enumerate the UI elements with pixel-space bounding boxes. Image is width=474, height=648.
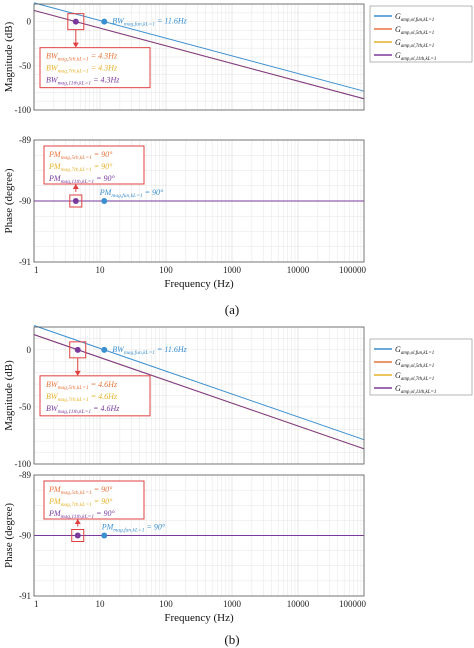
ph-ylabel: Phase (degree) [3, 503, 15, 568]
xtick-label: 10 [96, 599, 106, 609]
xlabel: Frequency (Hz) [164, 278, 234, 290]
ph-annotation-box [43, 480, 145, 520]
legend-entry-fun: Gamp,ol,fun,kL=1​ [395, 345, 434, 356]
ph-annotation-h7: PMmag,7th,kL=1​ = 90° [48, 162, 113, 173]
xtick-label: 10 [96, 265, 106, 275]
mag-ylabel: Magnitude (dB) [3, 21, 15, 92]
ph-ytick-label: -90 [19, 531, 31, 541]
xlabel: Frequency (Hz) [164, 612, 234, 624]
ph-ytick-label: -91 [19, 591, 31, 601]
mag-series-h11 [33, 9, 365, 100]
mag-annotation-h7: BWmag,7th,kL=1​ = 4.3Hz [46, 64, 118, 75]
legend-entry-h7: Gamp,ol,7th,kL=1​ [395, 371, 434, 382]
xtick-label: 100000 [339, 265, 367, 275]
mag-arrow-head [74, 370, 81, 376]
caption: (a) [225, 302, 239, 317]
ph-annotation-h11: PMmag,11th,kL=1​ = 90° [48, 509, 116, 520]
mag-panel: -100 -50 0 BWmag,fun,kL=1​ = 11.6Hz BWmag,5t… [15, 325, 365, 469]
mag-annotation-box [39, 47, 151, 89]
ph-annotation-h11: PMmag,11th,kL=1​ = 90° [48, 174, 116, 185]
mag-frame [33, 326, 365, 465]
mag-annotation-h7: BWmag,7th,kL=1​ = 4.6Hz [46, 392, 118, 403]
mag-marker-fun [101, 346, 108, 353]
ph-fun-annotation: PMmag,fun,kL=1​ = 90° [99, 188, 164, 199]
mag-ytick-label: -50 [19, 402, 31, 412]
xtick-label: 100 [159, 265, 173, 275]
ph-arrow-head [72, 184, 79, 189]
ph-panel: -91 -90 -89 PMmag,fun,kL=1​ = 90° PMmag,5th,… [19, 470, 365, 601]
legend-entry-h11: Gamp,ol,11th,kL=1​ [395, 384, 436, 395]
mag-arrow-head [72, 42, 79, 48]
mag-fun-annotation: BWmag,fun,kL=1​ = 11.6Hz [112, 17, 187, 28]
xtick-label: 1000 [223, 599, 242, 609]
ph-marker-fun [101, 198, 108, 204]
ph-ytick-label: -89 [19, 135, 31, 145]
legend: Gamp,ol,fun,kL=1​ Gamp,ol,5th,kL=1​ Gamp,o… [369, 5, 473, 63]
mag-panel: -100 -50 0 BWmag,fun,kL=1​ = 11.6Hz BWmag,5t… [15, 2, 365, 115]
xtick-label: 10000 [287, 599, 310, 609]
ph-marker-fun [101, 532, 108, 539]
xtick-label: 1 [34, 599, 39, 609]
mag-annotation-box [39, 375, 151, 417]
mag-ytick-label: -100 [15, 105, 32, 115]
xtick-label: 1 [34, 265, 39, 275]
mag-annotation-h5: BWmag,5th,kL=1​ = 4.6Hz [46, 380, 118, 391]
ph-marker-h11 [72, 198, 79, 204]
mag-series-fun [33, 325, 365, 441]
mag-marker-h11 [72, 18, 79, 25]
ph-marker-box [69, 194, 83, 208]
mag-annotation-h11: BWmag,11th,kL=1​ = 4.6Hz [46, 404, 120, 415]
xtick-label: 100 [159, 599, 173, 609]
mag-ytick-label: -100 [15, 459, 32, 469]
ph-panel: -91 -90 -89 PMmag,fun,kL=1​ = 90° PMmag,5th,… [19, 135, 365, 267]
legend-entry-h5: Gamp,ol,5th,kL=1​ [395, 25, 434, 36]
mag-ylabel: Magnitude (dB) [3, 360, 15, 431]
legend-entry-h7: Gamp,ol,7th,kL=1​ [395, 38, 434, 49]
legend-entry-h11: Gamp,ol,11th,kL=1​ [395, 51, 436, 62]
legend: Gamp,ol,fun,kL=1​ Gamp,ol,5th,kL=1​ Gamp,o… [369, 338, 473, 396]
mag-ytick-label: 0 [27, 345, 32, 355]
ph-ytick-label: -89 [19, 470, 31, 480]
chart-b: -100 -50 0 BWmag,fun,kL=1​ = 11.6Hz BWmag,5t… [3, 325, 473, 647]
ph-annotation-h5: PMmag,5th,kL=1​ = 90° [48, 150, 113, 161]
ph-ylabel: Phase (degree) [3, 168, 15, 233]
ph-frame [33, 139, 365, 263]
ph-frame [33, 474, 365, 597]
legend-entry-fun: Gamp,ol,fun,kL=1​ [395, 12, 434, 23]
mag-annotation-h11: BWmag,11th,kL=1​ = 4.3Hz [46, 76, 120, 87]
mag-fun-annotation: BWmag,fun,kL=1​ = 11.6Hz [112, 345, 187, 356]
xtick-label: 10000 [287, 265, 310, 275]
ph-arrow-head [74, 519, 81, 524]
mag-ytick-label: 0 [27, 17, 32, 27]
legend-entry-h5: Gamp,ol,5th,kL=1​ [395, 358, 434, 369]
xtick-label: 1000 [223, 265, 242, 275]
mag-marker-fun [101, 18, 108, 25]
mag-annotation-h5: BWmag,5th,kL=1​ = 4.3Hz [46, 52, 118, 63]
mag-frame [33, 3, 365, 111]
mag-series-fun [33, 2, 365, 92]
ph-annotation-h7: PMmag,7th,kL=1​ = 90° [48, 497, 113, 508]
mag-series-h11 [33, 334, 365, 450]
mag-marker-h11 [74, 346, 81, 353]
ph-annotation-h5: PMmag,5th,kL=1​ = 90° [48, 485, 113, 496]
chart-a: -100 -50 0 BWmag,fun,kL=1​ = 11.6Hz BWmag,5t… [3, 2, 473, 317]
ph-marker-h11 [74, 532, 81, 539]
ph-fun-annotation: PMmag,fun,kL=1​ = 90° [101, 523, 166, 534]
ph-ytick-label: -91 [19, 257, 31, 267]
ph-annotation-box [43, 145, 145, 185]
mag-ytick-label: -50 [19, 61, 31, 71]
caption: (b) [224, 632, 239, 647]
xtick-label: 100000 [339, 599, 367, 609]
ph-ytick-label: -90 [19, 196, 31, 206]
ph-marker-box [71, 529, 85, 542]
